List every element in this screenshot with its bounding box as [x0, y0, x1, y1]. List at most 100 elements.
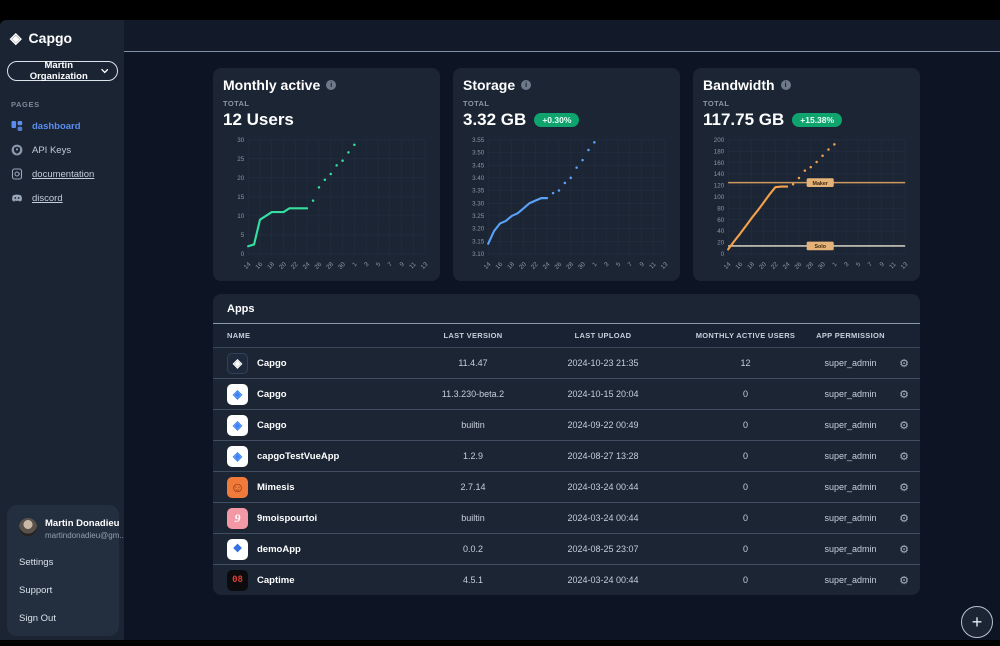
app-icon-capgo-light: ◈ [227, 414, 248, 436]
org-selector[interactable]: Martin Organization [7, 60, 118, 82]
svg-text:18: 18 [266, 261, 276, 271]
column-header-name: NAME [227, 331, 251, 340]
stat-cards: Monthly active i TOTAL 12 Users 14 16 18 20 22 24… [213, 68, 920, 281]
gear-icon[interactable]: ⚙ [899, 450, 909, 463]
app-last-version: 11.3.230-beta.2 [441, 389, 505, 399]
percent-change-badge: +15.38% [792, 113, 843, 127]
column-header-monthly-active-users: MONTHLY ACTIVE USERS [695, 331, 796, 340]
gear-icon[interactable]: ⚙ [899, 574, 909, 587]
table-row[interactable]: 08 Captime 4.5.1 2024-03-24 00:44 0 super_adm… [213, 565, 920, 595]
pages-section-label: PAGES [11, 100, 40, 109]
app-permission: super_admin [824, 544, 877, 554]
card-total-label: TOTAL [703, 99, 730, 108]
gear-icon[interactable]: ⚙ [899, 357, 909, 370]
svg-text:13: 13 [900, 261, 910, 271]
app-permission: super_admin [824, 575, 877, 585]
app-permission: super_admin [824, 451, 877, 461]
gear-icon[interactable]: ⚙ [899, 481, 909, 494]
app-last-upload: 2024-10-23 21:35 [567, 358, 639, 368]
svg-text:28: 28 [565, 261, 575, 271]
app-icon-ninemois: 9 [227, 507, 248, 529]
svg-text:3.50: 3.50 [472, 150, 485, 157]
gear-icon[interactable]: ⚙ [899, 512, 909, 525]
apps-table-header: NAME LAST VERSION LAST UPLOAD MONTHLY ACTIV… [213, 324, 920, 348]
chevron-down-icon [100, 68, 108, 74]
app-last-version: 11.4.47 [458, 358, 488, 368]
app-permission: super_admin [824, 389, 877, 399]
app-name: 9moispourtoi [257, 512, 318, 524]
table-row[interactable]: ❖ demoApp 0.0.2 2024-08-25 23:07 0 super_admi… [213, 534, 920, 565]
sidebar-item-api-keys[interactable]: API Keys [0, 138, 124, 162]
app-last-upload: 2024-03-24 00:44 [567, 482, 639, 492]
app-name: Captime [257, 574, 295, 586]
svg-text:0: 0 [241, 251, 245, 258]
app-last-version: 4.5.1 [462, 575, 484, 585]
sidebar-item-discord[interactable]: discord [0, 186, 124, 210]
svg-text:3: 3 [603, 261, 611, 269]
discord-icon [11, 192, 23, 204]
add-app-button[interactable]: + [961, 606, 993, 638]
sidebar-item-documentation[interactable]: documentation [0, 162, 124, 186]
table-row[interactable]: ◈ Capgo builtin 2024-09-22 00:49 0 super_admi… [213, 410, 920, 441]
svg-text:20: 20 [278, 261, 288, 271]
svg-text:160: 160 [714, 160, 725, 167]
app-last-upload: 2024-08-27 13:28 [567, 451, 639, 461]
svg-text:80: 80 [717, 205, 724, 212]
user-card: Martin Donadieu martindonadieu@gm... Set… [7, 505, 126, 636]
user-menu-settings[interactable]: Settings [19, 557, 54, 568]
svg-text:5: 5 [855, 261, 863, 269]
svg-text:13: 13 [660, 261, 670, 271]
svg-text:28: 28 [325, 261, 335, 271]
svg-text:Maker: Maker [813, 181, 828, 187]
table-row[interactable]: 9 9moispourtoi builtin 2024-03-24 00:44 0 sup… [213, 503, 920, 534]
app-monthly-active-users: 0 [742, 420, 748, 430]
app-icon-captime: 08 [227, 569, 248, 591]
user-menu-sign-out[interactable]: Sign Out [19, 613, 56, 624]
svg-text:7: 7 [867, 261, 875, 269]
gear-icon[interactable]: ⚙ [899, 419, 909, 432]
plus-icon: + [971, 611, 983, 632]
table-row[interactable]: ◈ Capgo 11.3.230-beta.2 2024-10-15 20:04 0 su… [213, 379, 920, 410]
svg-text:18: 18 [746, 261, 756, 271]
card-total-value: 3.32 GB [463, 110, 527, 129]
app-permission: super_admin [824, 513, 877, 523]
app-name: Mimesis [257, 481, 295, 493]
app-last-version: builtin [461, 420, 485, 430]
app-monthly-active-users: 0 [742, 544, 748, 554]
sidebar-item-dashboard[interactable]: dashboard [0, 114, 124, 138]
app-monthly-active-users: 12 [740, 358, 751, 368]
svg-text:3.45: 3.45 [472, 162, 485, 169]
svg-text:3: 3 [843, 261, 851, 269]
info-icon[interactable]: i [326, 80, 337, 90]
stat-card-bandwidth: Bandwidth i TOTAL 117.75 GB +15.38% 14 16 18 20 2… [693, 68, 920, 281]
card-total-label: TOTAL [223, 99, 250, 108]
app-monthly-active-users: 0 [742, 575, 748, 585]
svg-text:28: 28 [805, 261, 815, 271]
info-icon[interactable]: i [780, 80, 791, 90]
svg-text:14: 14 [243, 261, 253, 271]
table-row[interactable]: ◈ capgoTestVueApp 1.2.9 2024-08-27 13:28 0 su… [213, 441, 920, 472]
content: Monthly active i TOTAL 12 Users 14 16 18 20 22 24… [124, 52, 1000, 595]
app-last-version: builtin [461, 513, 485, 523]
table-row[interactable]: ◈ Capgo 11.4.47 2024-10-23 21:35 12 super_adm… [213, 348, 920, 379]
dashboard-icon [11, 120, 23, 132]
gear-icon[interactable]: ⚙ [899, 388, 909, 401]
svg-text:100: 100 [714, 194, 725, 201]
user-menu-support[interactable]: Support [19, 585, 53, 596]
gear-icon[interactable]: ⚙ [899, 543, 909, 556]
svg-text:200: 200 [714, 137, 725, 144]
user-row[interactable]: Martin Donadieu martindonadieu@gm... [19, 518, 126, 540]
svg-text:26: 26 [553, 261, 563, 271]
org-selector-value: Martin Organization [29, 60, 88, 82]
svg-text:30: 30 [337, 261, 347, 271]
svg-text:10: 10 [237, 213, 244, 220]
svg-text:22: 22 [290, 261, 300, 271]
app-last-upload: 2024-03-24 00:44 [567, 575, 639, 585]
app-name: Capgo [257, 357, 287, 369]
svg-text:140: 140 [714, 171, 725, 178]
table-row[interactable]: ☺ Mimesis 2.7.14 2024-03-24 00:44 0 super_adm… [213, 472, 920, 503]
info-icon[interactable]: i [521, 80, 532, 90]
app-last-upload: 2024-09-22 00:49 [567, 420, 639, 430]
svg-text:22: 22 [770, 261, 780, 271]
svg-text:30: 30 [817, 261, 827, 271]
